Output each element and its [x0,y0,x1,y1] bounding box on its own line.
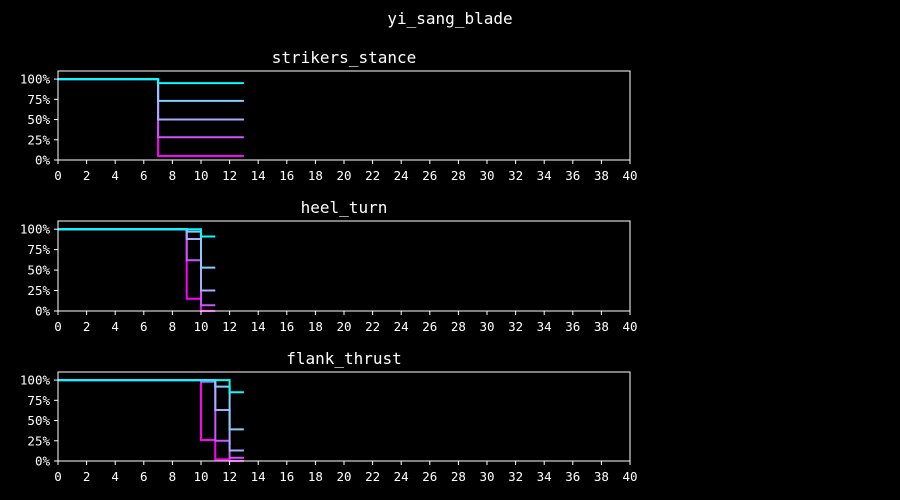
x-tick-label: 36 [565,319,580,334]
x-tick-label: 26 [422,319,437,334]
plot-frame [57,220,631,312]
y-tick-label: 25% [27,433,50,448]
panel-title: strikers_stance [272,48,417,67]
x-tick-label: 16 [279,469,294,484]
y-tick-label: 100% [20,222,51,237]
y-tick-label: 75% [27,92,50,107]
x-tick-label: 0 [54,168,62,183]
x-tick-label: 34 [537,469,552,484]
panel-flank-thrust: flank_thrust 0 2 4 6 8 10 12 14 16 18 20 22 24 26 28 30… [20,349,638,484]
x-tick-label: 22 [365,469,380,484]
x-tick-label: 14 [251,469,266,484]
x-tick-label: 30 [479,319,494,334]
y-tick-label: 50% [27,263,50,278]
x-tick-label: 8 [169,319,177,334]
x-tick-label: 34 [537,319,552,334]
x-tick-label: 38 [594,168,609,183]
series-line [58,228,216,238]
panel-title: flank_thrust [286,349,402,368]
x-tick-label: 32 [508,469,523,484]
series-line [58,228,216,307]
panel-heel-turn: heel_turn 0 2 4 6 8 10 12 14 16 18 20 22 24 26 28 30 32 3… [20,198,638,334]
x-tick-label: 18 [308,319,323,334]
y-tick-label: 50% [27,112,50,127]
x-tick-label: 26 [422,469,437,484]
y-tick-label: 100% [20,72,51,87]
x-tick-label: 16 [279,319,294,334]
x-tick-label: 10 [193,168,208,183]
x-tick-label: 2 [83,319,91,334]
series-line [58,78,244,139]
x-tick-label: 16 [279,168,294,183]
series-line [58,78,244,121]
x-tick-label: 12 [222,168,237,183]
y-tick-label: 100% [20,373,51,388]
panel-title: heel_turn [301,198,388,217]
x-tick-label: 10 [193,319,208,334]
x-tick-label: 30 [479,469,494,484]
x-tick-label: 6 [140,469,148,484]
series-line [58,78,244,157]
x-tick-label: 38 [594,469,609,484]
x-tick-label: 32 [508,319,523,334]
x-tick-label: 18 [308,168,323,183]
x-tick-label: 36 [565,469,580,484]
y-tick-label: 0% [35,304,51,319]
plot-frame [57,70,631,161]
x-tick-label: 8 [169,168,177,183]
y-tick-label: 25% [27,283,50,298]
series-line [58,228,216,312]
series-line [58,379,244,394]
x-tick-label: 20 [336,168,351,183]
y-tick-label: 25% [27,132,50,147]
plot-frame [57,371,631,462]
x-tick-label: 4 [111,319,119,334]
x-tick-label: 40 [622,168,637,183]
x-tick-label: 4 [111,469,119,484]
x-tick-label: 14 [251,319,266,334]
panel-strikers-stance: strikers_stance 0 2 4 6 8 10 12 14 16 18 20 22 24 26 2… [20,48,638,183]
x-tick-label: 38 [594,319,609,334]
x-tick-label: 34 [537,168,552,183]
x-tick-label: 0 [54,319,62,334]
y-tick-label: 75% [27,393,50,408]
x-tick-label: 24 [394,319,409,334]
x-tick-label: 40 [622,319,637,334]
x-tick-label: 22 [365,168,380,183]
series-line [58,78,244,85]
x-tick-label: 28 [451,319,466,334]
x-tick-label: 32 [508,168,523,183]
y-tick-label: 0% [35,454,51,469]
x-tick-label: 20 [336,469,351,484]
x-tick-label: 0 [54,469,62,484]
x-tick-label: 40 [622,469,637,484]
x-tick-label: 8 [169,469,177,484]
x-tick-label: 4 [111,168,119,183]
x-tick-label: 6 [140,168,148,183]
x-tick-label: 12 [222,319,237,334]
x-tick-label: 24 [394,168,409,183]
x-tick-label: 20 [336,319,351,334]
y-tick-label: 0% [35,153,51,168]
x-tick-label: 6 [140,319,148,334]
series-line [58,228,216,269]
x-tick-label: 30 [479,168,494,183]
x-tick-label: 18 [308,469,323,484]
y-tick-label: 75% [27,242,50,257]
x-tick-label: 10 [193,469,208,484]
x-tick-label: 14 [251,168,266,183]
x-tick-label: 28 [451,168,466,183]
x-tick-label: 2 [83,168,91,183]
x-tick-label: 12 [222,469,237,484]
figure-title: yi_sang_blade [387,9,512,28]
x-tick-label: 24 [394,469,409,484]
x-tick-label: 28 [451,469,466,484]
x-tick-label: 36 [565,168,580,183]
x-tick-label: 2 [83,469,91,484]
y-tick-label: 50% [27,413,50,428]
x-tick-label: 22 [365,319,380,334]
x-tick-label: 26 [422,168,437,183]
